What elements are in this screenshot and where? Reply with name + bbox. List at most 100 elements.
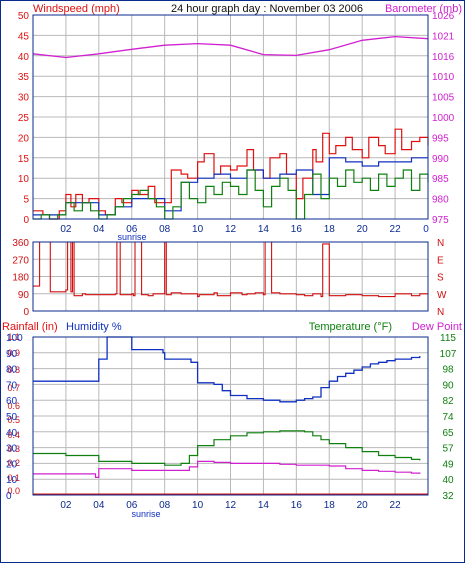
barometer-tick: 1000 xyxy=(432,113,455,124)
direction-degree-tick: 90 xyxy=(18,290,30,301)
humidity-tick: 100 xyxy=(6,333,23,344)
windspeed-tick: 45 xyxy=(18,31,30,42)
series-gust xyxy=(33,128,429,220)
windspeed-tick: 0 xyxy=(23,215,29,226)
barometer-ticks: 975 980 985 990 995 1000 1005 1010 1016 1021 1026 xyxy=(432,11,455,226)
rainfall-axis-label: Rainfall (in) xyxy=(2,321,58,333)
barometer-tick: 995 xyxy=(432,133,449,144)
time-tick: 06 xyxy=(126,224,138,235)
temperature-tick: 82 xyxy=(442,396,454,407)
temperature-axis-label: Temperature (°F) xyxy=(309,321,392,333)
compass-tick: E xyxy=(437,255,444,266)
rainfall-ticks: 0.0 0.1 0.2 0.3 0.4 0.5 0.6 0.7 0.8 0.9 1.1 xyxy=(7,332,20,496)
time-tick: 20 xyxy=(357,224,369,235)
time-tick: 04 xyxy=(93,500,105,511)
humidity-tick: 60 xyxy=(6,396,18,407)
windspeed-tick: 35 xyxy=(18,72,30,83)
rainfall-tick: 1.1 xyxy=(7,332,20,342)
compass-tick: S xyxy=(437,273,444,284)
windspeed-tick: 30 xyxy=(18,93,30,104)
direction-panel-border xyxy=(32,241,429,312)
series-humidity xyxy=(33,336,421,403)
windspeed-tick: 40 xyxy=(18,52,30,63)
time-tick: 08 xyxy=(159,500,171,511)
barometer-tick: 1026 xyxy=(432,11,455,22)
humidity-tick: 10 xyxy=(6,475,18,486)
dewpoint-axis-label: Dew Point xyxy=(412,321,462,333)
temperature-tick: 32 xyxy=(442,491,454,502)
windspeed-tick: 5 xyxy=(23,195,29,206)
humidity-tick: 40 xyxy=(6,428,18,439)
temperature-tick: 98 xyxy=(442,365,454,376)
compass-tick: N xyxy=(437,307,444,318)
windspeed-axis-label: Windspeed (mph) xyxy=(33,3,120,15)
rainfall-tick: 0.7 xyxy=(7,383,20,393)
time-tick: 12 xyxy=(225,224,237,235)
time-tick: 02 xyxy=(60,224,72,235)
direction-degree-tick: 180 xyxy=(12,273,29,284)
temperature-tick: 49 xyxy=(442,459,454,470)
time-tick: 20 xyxy=(357,500,369,511)
time-tick: 22 xyxy=(390,500,402,511)
humidity-tick: 20 xyxy=(6,459,18,470)
rain-humidity-temp-panel: 0.0 0.1 0.2 0.3 0.4 0.5 0.6 0.7 0.8 0.9 1.1 0 10 20 3… xyxy=(6,332,457,519)
rainfall-tick: 0.0 xyxy=(7,486,20,496)
temp-panel-border xyxy=(32,336,429,496)
barometer-tick: 985 xyxy=(432,174,449,185)
direction-degree-tick: 360 xyxy=(12,238,29,249)
time-tick: 10 xyxy=(192,500,204,511)
time-tick: 14 xyxy=(258,224,270,235)
time-tick: 08 xyxy=(159,224,171,235)
barometer-tick: 1016 xyxy=(432,52,455,63)
time-tick: 18 xyxy=(324,500,336,511)
temperature-ticks: 32 40 49 57 65 74 82 90 98 107 115 xyxy=(440,333,457,502)
time-tick: 06 xyxy=(126,500,138,511)
windspeed-tick: 50 xyxy=(18,11,30,22)
windspeed-tick: 20 xyxy=(18,133,30,144)
time-tick: 12 xyxy=(225,500,237,511)
rainfall-tick: 0.4 xyxy=(7,430,20,440)
time-tick: 14 xyxy=(258,500,270,511)
rainfall-tick: 0.9 xyxy=(7,348,20,358)
time-tick: 16 xyxy=(291,500,303,511)
direction-degree-tick: 270 xyxy=(12,255,29,266)
time-tick: 04 xyxy=(93,224,105,235)
temperature-tick: 107 xyxy=(440,349,457,360)
series-temperature xyxy=(33,430,421,466)
series-wind-direction xyxy=(33,241,429,298)
temperature-tick: 65 xyxy=(442,428,454,439)
humidity-tick: 50 xyxy=(6,412,18,423)
rainfall-tick: 0.2 xyxy=(7,458,20,468)
series-barometer xyxy=(32,35,429,59)
humidity-tick: 30 xyxy=(6,444,18,455)
humidity-axis-label: Humidity % xyxy=(66,321,122,333)
time-tick: 02 xyxy=(60,500,72,511)
windspeed-tick: 10 xyxy=(18,174,30,185)
barometer-tick: 1005 xyxy=(432,93,455,104)
barometer-tick: 1021 xyxy=(432,31,455,42)
barometer-tick: 990 xyxy=(432,154,449,165)
humidity-ticks: 0 10 20 30 40 50 60 70 80 90 100 xyxy=(6,333,23,502)
humidity-tick: 80 xyxy=(6,365,18,376)
wind-panel-border xyxy=(32,14,429,220)
temperature-tick: 74 xyxy=(442,412,454,423)
temperature-tick: 90 xyxy=(442,380,454,391)
rainfall-tick: 0.6 xyxy=(7,401,20,411)
wind-time-ticks: 02 04 06 08 10 12 14 16 18 20 22 xyxy=(60,224,401,235)
direction-degree-tick: 0 xyxy=(23,307,29,318)
humidity-tick: 90 xyxy=(6,349,18,360)
rainfall-tick: 0.8 xyxy=(7,365,20,375)
midnight-tick: 0 xyxy=(423,224,429,235)
rainfall-tick: 0.5 xyxy=(7,415,20,425)
windspeed-tick: 25 xyxy=(18,113,30,124)
barometer-tick: 980 xyxy=(432,195,449,206)
direction-degree-ticks: 0 90 180 270 360 xyxy=(12,238,29,318)
sunrise-label-bottom: sunrise xyxy=(131,509,160,519)
rainfall-tick: 0.3 xyxy=(7,444,20,454)
windspeed-tick: 15 xyxy=(18,154,30,165)
